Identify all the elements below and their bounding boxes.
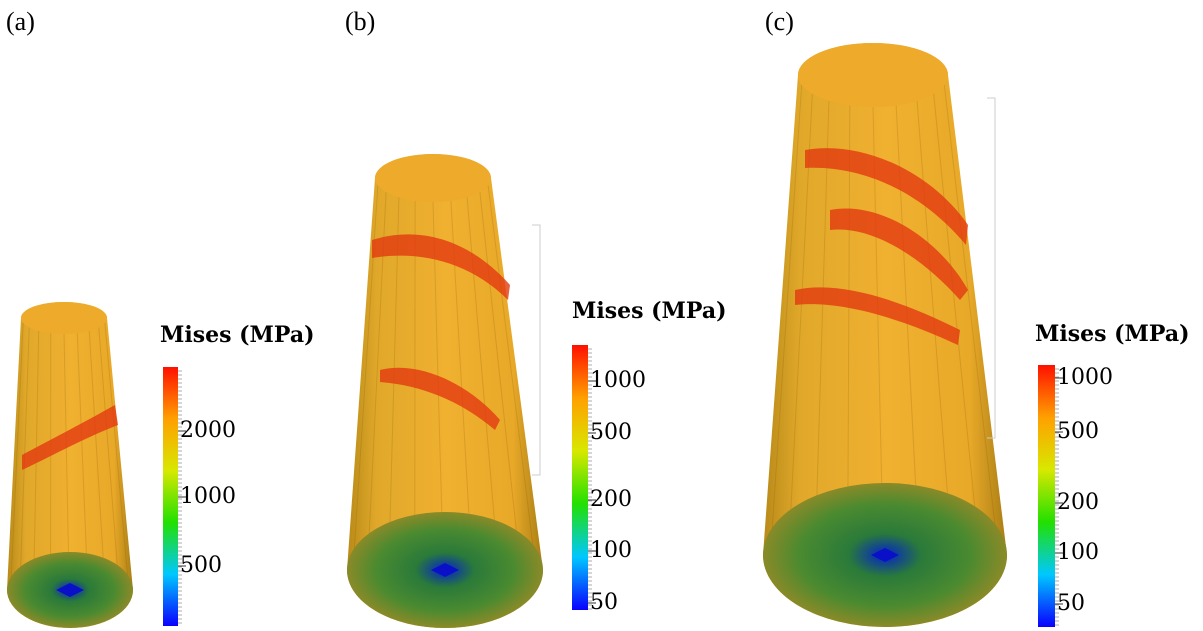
panel-label: (a) [6,7,35,36]
colorbar [572,345,588,610]
colorbar-title: Mises (MPa) [572,298,727,324]
tick-label: 500 [590,420,632,445]
tick-label: 500 [1057,419,1099,444]
panel-label: (c) [765,7,794,36]
cylinder-top [798,43,948,107]
tick-label: 2000 [180,418,236,443]
tick-label: 50 [590,590,618,615]
colorbar-title: Mises (MPa) [1035,321,1190,347]
base-center [56,583,84,597]
tick-label: 1000 [180,484,236,509]
facet [943,84,1002,578]
cylinder [347,154,543,629]
base-center [431,563,459,577]
tick-label: 100 [1057,540,1099,565]
stress-band [380,367,500,430]
cylinder-body [763,43,1007,627]
cylinder-top [375,154,491,202]
bracket [532,224,541,476]
base-center [871,548,899,562]
cylinder [763,43,1007,628]
cylinder-body [7,302,133,628]
stress-band [805,148,968,245]
facet [768,84,803,578]
bracket [987,97,996,439]
facet [487,185,539,588]
stress-band [795,287,960,345]
facet [104,322,131,602]
colorbar [163,367,178,626]
stress-band [22,405,118,470]
facet [18,327,30,613]
cylinder [7,302,133,629]
tick-label: 1000 [1057,365,1113,390]
stress-band [830,208,968,300]
tick-label: 200 [1057,490,1099,515]
facet [9,322,24,602]
stress-band [372,234,510,300]
colorbar-title: Mises (MPa) [160,322,315,348]
tick-label: 100 [590,538,632,563]
panel-label: (b) [345,7,375,36]
tick-label: 1000 [590,368,646,393]
tick-label: 500 [180,553,222,578]
tick-label: 50 [1057,591,1085,616]
colorbar [1038,365,1055,627]
cylinder-top [21,302,107,334]
facet [98,327,122,613]
tick-label: 200 [590,487,632,512]
